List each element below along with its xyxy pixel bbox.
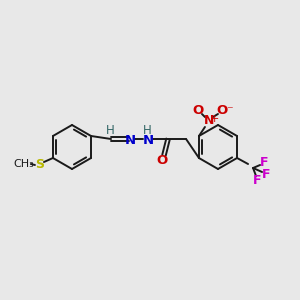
Text: +: + [210,114,220,124]
Text: H: H [143,124,152,137]
Text: O: O [192,104,204,118]
Text: N: N [204,113,214,127]
Text: N: N [142,134,154,146]
Text: F: F [262,167,270,181]
Text: N: N [124,134,136,146]
Text: O: O [216,104,228,118]
Text: F: F [260,157,268,169]
Text: CH₃: CH₃ [14,159,34,169]
Text: O: O [156,154,168,167]
Text: ⁻: ⁻ [226,104,233,118]
Text: F: F [253,173,261,187]
Text: H: H [106,124,114,137]
Text: S: S [35,158,44,172]
